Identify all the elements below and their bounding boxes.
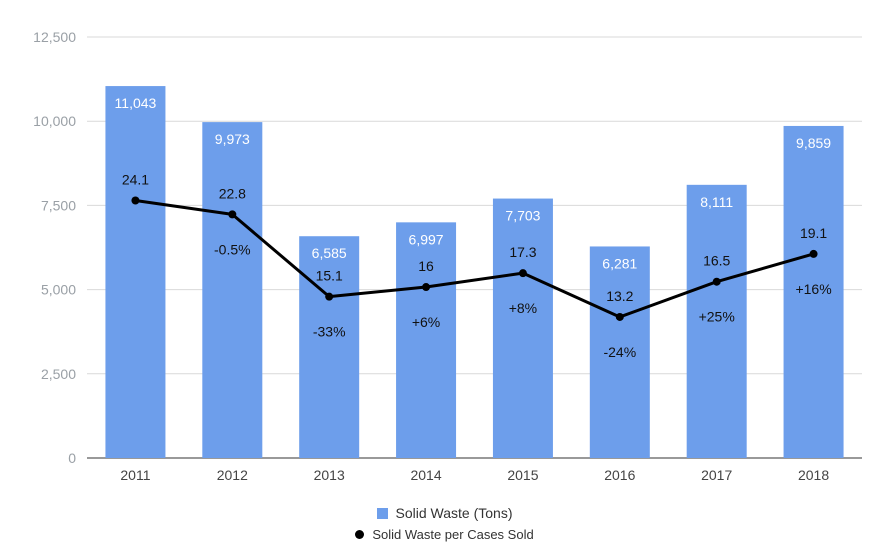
line-value-label: 15.1: [316, 268, 343, 284]
percent-change-label: -33%: [313, 324, 346, 340]
y-tick-label: 0: [68, 450, 76, 466]
bar: [589, 246, 650, 458]
y-tick-label: 10,000: [33, 113, 76, 129]
bar-value-label: 9,859: [796, 135, 831, 151]
x-tick-label: 2011: [120, 467, 150, 483]
x-tick-label: 2018: [798, 467, 829, 483]
line-legend-label: Solid Waste per Cases Sold: [372, 527, 534, 542]
line-point: [422, 283, 431, 292]
line-point: [518, 269, 527, 278]
bar: [492, 198, 553, 458]
x-tick-label: 2013: [314, 467, 345, 483]
bar-legend-swatch: [376, 508, 388, 519]
bar: [299, 236, 360, 458]
line-legend-marker: [355, 530, 365, 539]
x-tick-label: 2017: [701, 467, 732, 483]
line-value-label: 16: [418, 258, 434, 274]
y-tick-label: 12,500: [33, 29, 76, 45]
line-point: [809, 249, 818, 258]
x-tick-label: 2012: [217, 467, 248, 483]
line-point: [131, 196, 140, 205]
percent-change-label: +8%: [509, 300, 537, 316]
bar-legend-label: Solid Waste (Tons): [395, 505, 513, 521]
line-value-label: 13.2: [606, 288, 633, 304]
percent-change-label: +6%: [412, 314, 440, 330]
bar-value-label: 6,997: [409, 231, 444, 247]
y-tick-label: 7,500: [41, 197, 76, 213]
percent-change-label: -0.5%: [214, 241, 251, 257]
bar: [105, 86, 166, 458]
line-value-label: 24.1: [122, 171, 149, 187]
y-tick-label: 2,500: [41, 366, 76, 382]
line-series: [135, 198, 814, 319]
line-point: [615, 312, 624, 321]
percent-change-label: +25%: [699, 309, 735, 325]
line-value-label: 19.1: [800, 225, 827, 241]
bar-value-label: 7,703: [505, 208, 540, 224]
bar-value-label: 8,111: [700, 194, 733, 210]
line-value-label: 22.8: [219, 185, 246, 201]
y-tick-label: 5,000: [41, 282, 76, 298]
legend-line-entry: Solid Waste per Cases Sold: [0, 527, 889, 542]
bar-value-label: 9,973: [215, 131, 250, 147]
line-point: [325, 292, 334, 301]
bar-value-label: 11,043: [115, 95, 157, 111]
bar: [783, 125, 844, 458]
x-tick-label: 2014: [410, 467, 441, 483]
x-tick-label: 2015: [507, 467, 538, 483]
line-point: [228, 210, 237, 219]
bar: [396, 222, 457, 458]
percent-change-label: -24%: [603, 344, 636, 360]
line-point: [712, 277, 721, 286]
percent-change-label: +16%: [795, 281, 831, 297]
legend-bar-entry: Solid Waste (Tons): [0, 505, 889, 521]
bar-value-label: 6,585: [312, 245, 347, 261]
line-value-label: 17.3: [509, 244, 536, 260]
bar: [686, 184, 747, 458]
x-tick-label: 2016: [604, 467, 635, 483]
bar-value-label: 6,281: [602, 255, 637, 271]
bar: [202, 122, 263, 458]
line-value-label: 16.5: [703, 253, 730, 269]
